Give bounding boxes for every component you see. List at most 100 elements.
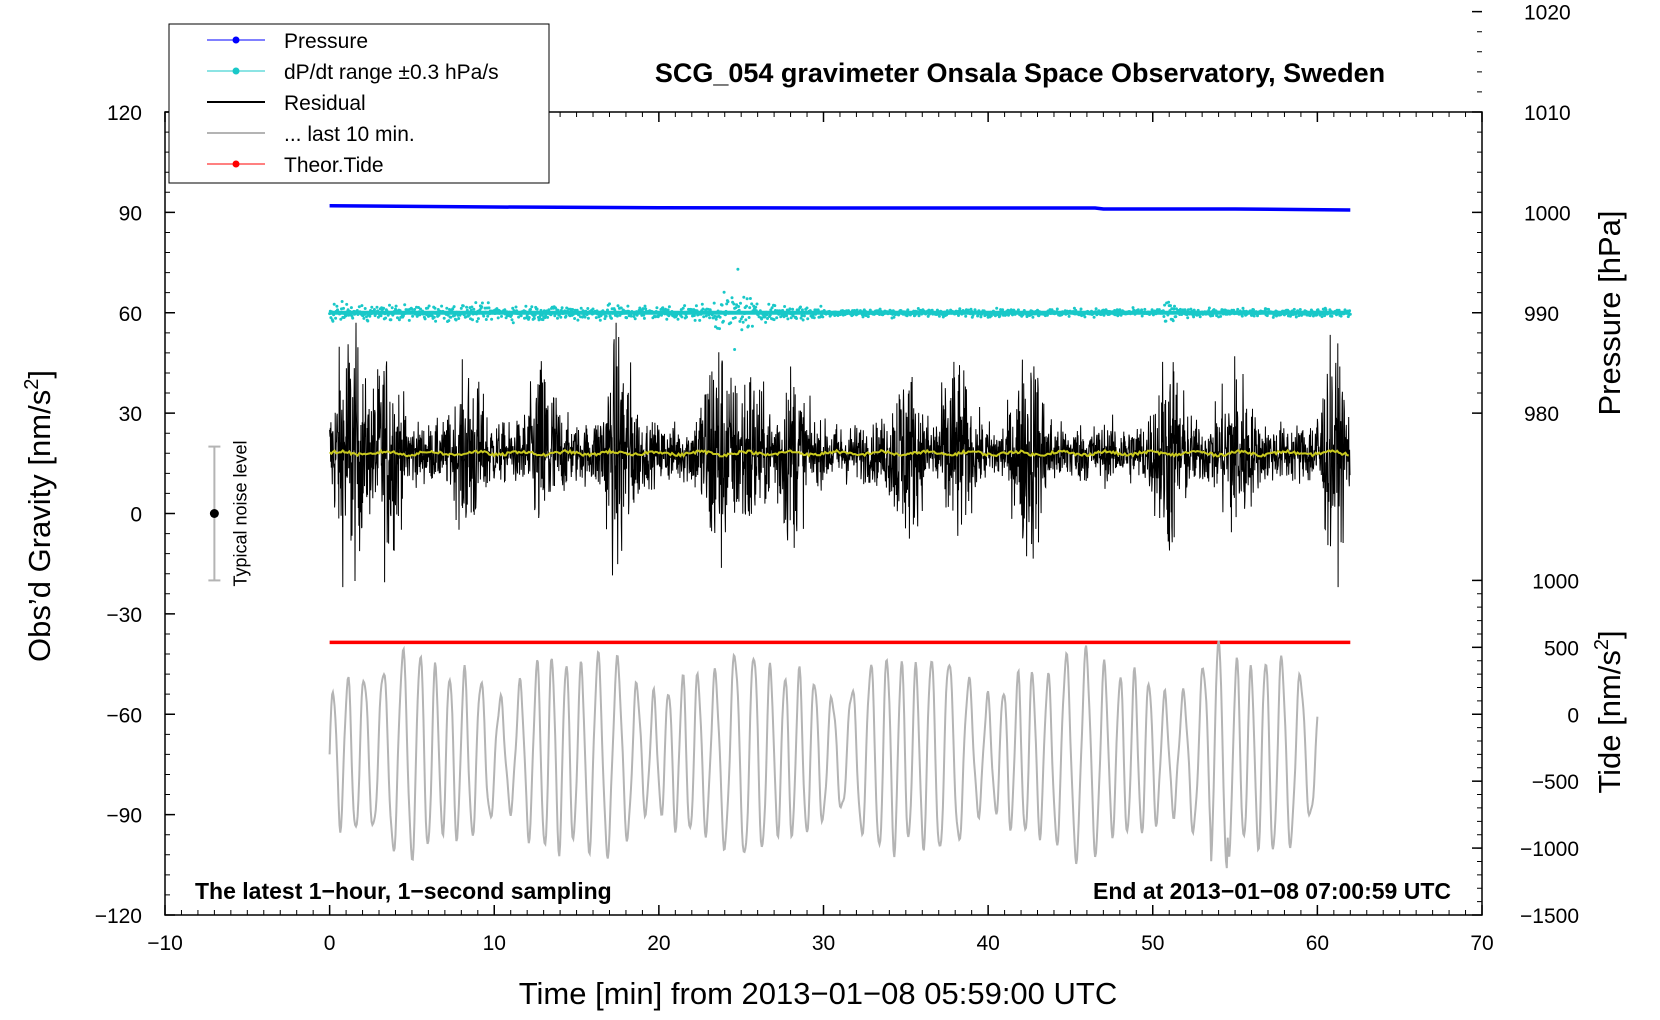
dpdt-point (503, 308, 507, 312)
dpdt-point (814, 312, 818, 316)
dpdt-point (1005, 311, 1009, 315)
dpdt-point (738, 319, 742, 323)
dpdt-point (1292, 307, 1296, 311)
dpdt-point (968, 312, 972, 316)
dpdt-point (747, 316, 751, 319)
dpdt-point (459, 306, 463, 310)
dpdt-point (394, 304, 398, 308)
dpdt-point (740, 328, 744, 332)
tide-tick-label: −1500 (1520, 905, 1579, 928)
dpdt-point (730, 296, 734, 300)
dpdt-point (519, 314, 523, 318)
dpdt-point (818, 310, 821, 314)
dpdt-point (533, 313, 537, 317)
dpdt-point (618, 313, 622, 317)
tide-axis-title-end: ] (1592, 630, 1627, 639)
dpdt-point (643, 304, 647, 308)
dpdt-point (861, 315, 865, 319)
dpdt-point (641, 307, 645, 311)
dpdt-point (480, 301, 484, 305)
dpdt-point (495, 307, 499, 311)
dpdt-point (1219, 314, 1223, 318)
dpdt-point (563, 309, 567, 313)
dpdt-point (357, 305, 361, 309)
dpdt-point (1021, 313, 1025, 317)
dpdt-point (1271, 310, 1275, 314)
dpdt-point (930, 308, 934, 312)
tide-minor-ticks (1477, 579, 1482, 916)
dpdt-point (702, 315, 706, 319)
dpdt-point (754, 305, 758, 309)
dpdt-point (484, 310, 488, 314)
dpdt-point (778, 311, 782, 315)
dpdt-point (827, 309, 831, 313)
dpdt-point (1055, 307, 1059, 311)
dpdt-point (410, 307, 414, 311)
dpdt-outlier-point (736, 267, 740, 271)
dpdt-point (1131, 306, 1135, 310)
dpdt-point (739, 301, 742, 305)
dpdt-point (642, 316, 646, 320)
dpdt-point (811, 313, 815, 317)
annotation-end-time: End at 2013−01−08 07:00:59 UTC (1093, 878, 1451, 904)
dpdt-point (471, 318, 474, 322)
dpdt-point (539, 308, 543, 312)
residual-series-line (329, 322, 1351, 588)
dpdt-point (576, 318, 580, 322)
dpdt-point (767, 302, 771, 306)
dpdt-point (503, 312, 507, 316)
dpdt-point (594, 316, 598, 320)
dpdt-point (604, 314, 608, 318)
dpdt-point (1140, 308, 1144, 312)
dpdt-point (964, 314, 968, 318)
plot-frame (164, 111, 1483, 916)
dpdt-point (1323, 314, 1327, 318)
dpdt-point (368, 314, 372, 318)
x-axis-ticks: −10 0 10 20 30 40 50 60 70 (147, 112, 1494, 955)
dpdt-point (745, 304, 748, 308)
dpdt-point (1252, 308, 1255, 312)
dpdt-point (523, 309, 527, 313)
dpdt-point (413, 308, 417, 311)
dpdt-point (700, 302, 704, 306)
dpdt-point (1174, 315, 1178, 319)
dpdt-point (1161, 309, 1165, 313)
dpdt-point (607, 311, 611, 315)
dpdt-point (995, 306, 999, 310)
legend-label: dP/dt range ±0.3 hPa/s (284, 61, 499, 84)
tide-tick-label: −500 (1532, 771, 1579, 794)
dpdt-point (339, 317, 343, 321)
noise-level-dot (209, 509, 219, 518)
dpdt-point (654, 310, 658, 313)
dpdt-point (541, 318, 545, 322)
tide-axis-ticks: 1000 500 0 −500 −1000 −1500 (1472, 570, 1579, 928)
dpdt-point (791, 307, 795, 311)
dpdt-point (583, 315, 587, 319)
dpdt-outlier-point (733, 348, 737, 352)
dpdt-point (1192, 315, 1196, 319)
dpdt-point (446, 313, 450, 317)
dpdt-point (1348, 312, 1352, 316)
dpdt-point (1162, 315, 1166, 318)
dpdt-point (546, 315, 550, 319)
dpdt-point (1324, 308, 1328, 312)
dpdt-point (564, 314, 568, 318)
dpdt-point (744, 318, 748, 322)
legend-items: Pressure dP/dt range ±0.3 hPa/s Residual..… (207, 30, 499, 177)
dpdt-point (433, 306, 437, 310)
dpdt-point (732, 302, 736, 306)
pressure-tick-label: 1010 (1524, 102, 1571, 125)
dpdt-point (1079, 307, 1083, 311)
dpdt-point (336, 308, 339, 312)
dpdt-point (586, 316, 590, 320)
dpdt-point (465, 305, 469, 309)
dpdt-point (1294, 315, 1298, 319)
dpdt-point (686, 311, 690, 315)
dpdt-point (766, 311, 770, 315)
dpdt-point (1265, 314, 1269, 318)
dpdt-point (328, 312, 332, 316)
dpdt-point (603, 317, 607, 321)
dpdt-point (793, 311, 796, 315)
dpdt-point (335, 304, 339, 308)
dpdt-point (626, 304, 630, 308)
